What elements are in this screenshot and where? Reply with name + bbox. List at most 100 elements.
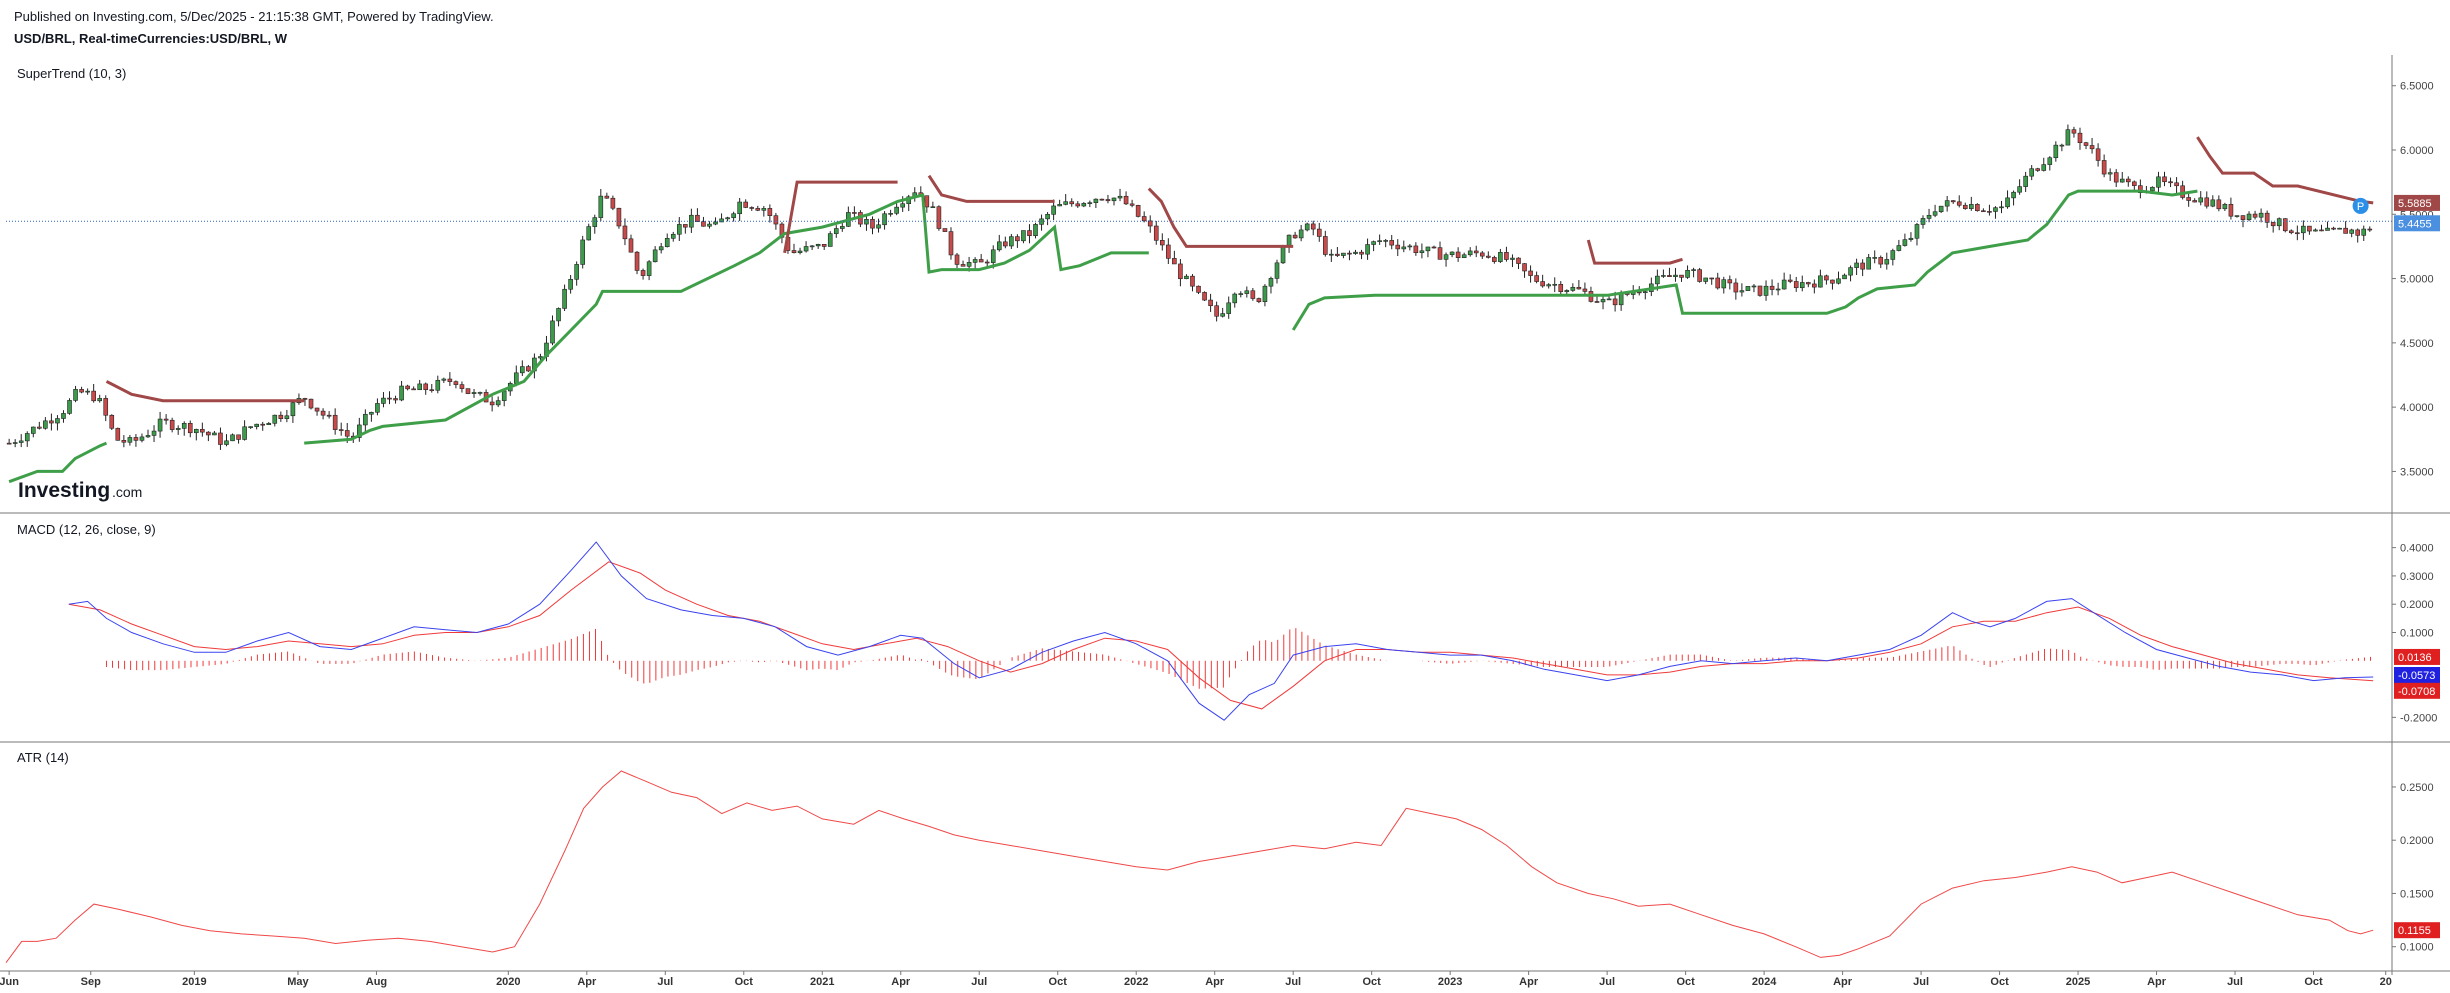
x-tick-label: Jul bbox=[657, 976, 673, 988]
candle-body bbox=[990, 249, 996, 263]
candle-body bbox=[888, 213, 893, 215]
candle-body bbox=[145, 435, 151, 438]
macd-pane[interactable]: MACD (12, 26, close, 9) 0.4000 0.3000 0.20… bbox=[17, 522, 2437, 724]
candle-body bbox=[676, 224, 682, 235]
candle-body bbox=[24, 433, 30, 442]
atr-line bbox=[5, 770, 2374, 963]
candle-body bbox=[1618, 293, 1624, 306]
histogram-badge-bg bbox=[2394, 648, 2440, 665]
histogram-badge: 0.0136 bbox=[2398, 652, 2432, 664]
candle-body bbox=[423, 383, 429, 391]
candle-body bbox=[139, 436, 145, 441]
candle-body bbox=[2119, 178, 2125, 183]
y-tick-label: 0.3000 bbox=[2400, 571, 2434, 583]
candle-body bbox=[737, 201, 742, 215]
candle-body bbox=[996, 241, 1002, 251]
candle-body bbox=[1153, 225, 1159, 241]
candle-body bbox=[447, 378, 453, 382]
candle-body bbox=[1226, 302, 1232, 314]
chart-frame bbox=[0, 55, 2450, 975]
candle-body bbox=[73, 389, 78, 401]
candle-body bbox=[1461, 254, 1467, 258]
candle-body bbox=[477, 392, 483, 394]
candle-body bbox=[2313, 229, 2318, 232]
candle-body bbox=[876, 224, 881, 229]
symbol-title: USD/BRL, Real-timeCurrencies:USD/BRL, W bbox=[14, 31, 288, 46]
logo-suffix: .com bbox=[112, 484, 142, 500]
time-axis: Jun Sep 2019 May Aug 2020 Apr Jul Oct 2021 Apr Jul O… bbox=[0, 971, 2392, 988]
candles-group bbox=[6, 124, 2373, 450]
candle-body bbox=[1220, 313, 1225, 317]
candle-body bbox=[658, 246, 664, 251]
candle-body bbox=[85, 390, 90, 393]
candle-body bbox=[1329, 253, 1334, 256]
candle-body bbox=[1703, 277, 1708, 282]
x-tick-label: Aug bbox=[366, 976, 387, 988]
x-tick-label: Jul bbox=[1599, 976, 1615, 988]
candle-body bbox=[1564, 290, 1570, 292]
x-tick-label: 2025 bbox=[2066, 976, 2090, 988]
candle-body bbox=[2132, 181, 2137, 186]
candle-body bbox=[562, 288, 567, 309]
candle-body bbox=[1606, 298, 1612, 301]
x-tick-label: Jul bbox=[1913, 976, 1929, 988]
supertrend-badge-bg bbox=[2394, 194, 2440, 211]
candle-body bbox=[363, 413, 368, 426]
candle-body bbox=[1413, 245, 1419, 253]
candle-body bbox=[2017, 186, 2022, 193]
price-pane[interactable]: SuperTrend (10, 3) 6.50006.00005.50005.0… bbox=[6, 66, 2434, 502]
x-tick-label: 2022 bbox=[1124, 976, 1148, 988]
macd-line bbox=[68, 541, 2374, 721]
candle-body bbox=[1455, 251, 1461, 258]
candle-body bbox=[1093, 198, 1099, 203]
candle-body bbox=[2041, 164, 2047, 171]
candle-body bbox=[2228, 203, 2234, 217]
candle-body bbox=[520, 366, 525, 374]
candle-body bbox=[1123, 195, 1129, 205]
candle-body bbox=[2331, 227, 2336, 230]
candle-body bbox=[821, 243, 827, 247]
candle-body bbox=[2252, 213, 2258, 218]
candle-body bbox=[1437, 247, 1443, 260]
candle-body bbox=[1552, 283, 1558, 286]
y-tick-label: 6.5000 bbox=[2400, 81, 2434, 93]
candle-body bbox=[1081, 203, 1087, 207]
candle-body bbox=[97, 398, 103, 402]
candle-body bbox=[1365, 244, 1370, 255]
candle-body bbox=[230, 434, 235, 442]
candle-body bbox=[344, 430, 350, 437]
candle-body bbox=[302, 398, 308, 400]
candle-body bbox=[580, 239, 585, 265]
atr-pane[interactable]: ATR (14) 0.2500 0.2000 0.1500 0.1000 bbox=[5, 750, 2434, 963]
candle-body bbox=[1709, 277, 1715, 280]
candle-body bbox=[683, 224, 688, 228]
x-tick-label: Jul bbox=[971, 976, 987, 988]
candle-body bbox=[1015, 236, 1020, 242]
atr-line bbox=[5, 770, 2374, 963]
candle-body bbox=[1987, 211, 1992, 213]
supertrend-up-line bbox=[304, 193, 1149, 445]
candle-body bbox=[2282, 218, 2288, 232]
candle-body bbox=[272, 414, 278, 424]
candle-body bbox=[2071, 129, 2077, 134]
candle-body bbox=[1594, 301, 1600, 303]
candle-body bbox=[2035, 168, 2041, 171]
candle-body bbox=[1268, 278, 1274, 287]
candle-body bbox=[2174, 182, 2179, 187]
candle-body bbox=[1407, 245, 1413, 248]
candle-body bbox=[2095, 148, 2101, 161]
candle-body bbox=[840, 226, 845, 229]
candle-body bbox=[1359, 251, 1364, 255]
value-badges: 5.5885 5.4455 0.0136 -0.0573 -0.0708 0.1155 P bbox=[2352, 194, 2440, 939]
candle-body bbox=[2059, 144, 2065, 147]
candle-body bbox=[1057, 204, 1062, 207]
x-tick-label: Jul bbox=[2227, 976, 2243, 988]
candle-body bbox=[1196, 285, 1201, 293]
supertrend-down-line bbox=[1586, 239, 1683, 265]
candle-body bbox=[1310, 223, 1316, 230]
flag-icon bbox=[2352, 197, 2369, 214]
candle-body bbox=[1069, 201, 1075, 205]
candle-body bbox=[1842, 274, 1847, 280]
x-tick-label: Oct bbox=[1990, 976, 2009, 988]
